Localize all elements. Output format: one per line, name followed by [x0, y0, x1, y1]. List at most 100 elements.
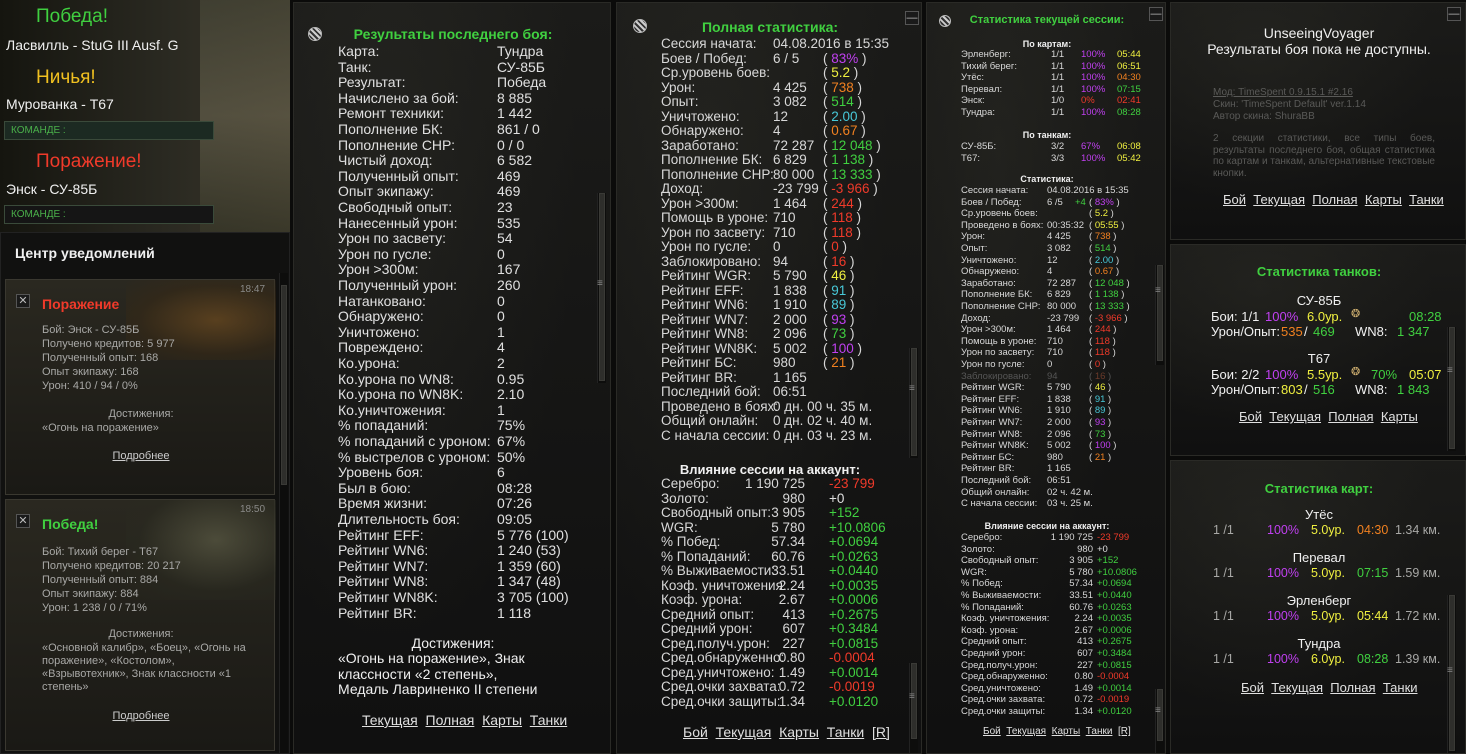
session-stat-per-battle-value: 5.2 [1094, 208, 1109, 220]
link-full[interactable]: Полная [425, 712, 475, 728]
link-tanks[interactable]: Танки [1409, 192, 1444, 207]
session-stat-label: Заблокировано: [961, 370, 1032, 382]
stat-value: СУ-85Б [497, 58, 545, 75]
full-stats-scrollbar-top[interactable]: ≡ [909, 348, 918, 458]
influence-value: 2.24 [778, 577, 805, 593]
scroll-thumb[interactable] [911, 348, 917, 456]
link-maps[interactable]: Карты [482, 712, 523, 728]
link-current[interactable]: Текущая [362, 712, 418, 728]
scroll-thumb[interactable] [1449, 595, 1455, 751]
notification-card-1[interactable]: ✕ 18:47 Поражение Бой: Энск - СУ-85Б Пол… [5, 279, 276, 495]
session-stat-label: Урон: [961, 231, 986, 243]
influence-value: 1.49 [778, 664, 805, 680]
session-stat-label: Рейтинг WN8: [961, 428, 1023, 440]
link-full[interactable]: Полная [1312, 192, 1358, 207]
link-maps[interactable]: Карты [1364, 192, 1402, 207]
notification-scrollbar[interactable] [279, 273, 288, 753]
session-stat-value: 12 [1047, 254, 1058, 266]
link-battle[interactable]: Бой [983, 726, 1001, 737]
link-current[interactable]: Текущая [1271, 680, 1324, 695]
info-mod-line-1-text[interactable]: Мод: TimeSpent 0.9.15.1 #2.16 [1213, 87, 1353, 98]
link-full[interactable]: Полная [1328, 409, 1374, 424]
link-reset[interactable]: [R] [1118, 726, 1131, 737]
session-stat-label: Боев / Побед: [961, 196, 1022, 208]
influence-row: Коэф. уничтожения: 2.24 +0.0035 [661, 578, 911, 593]
stat-value: 1 910 [773, 297, 807, 312]
window-minimize-icon[interactable]: — [1447, 7, 1461, 21]
mod-logo-icon[interactable] [939, 15, 951, 27]
last-battle-scrollbar[interactable]: ≡ [597, 193, 606, 383]
notification-scroll-thumb[interactable] [281, 285, 287, 485]
window-minimize-icon[interactable]: — [1149, 7, 1163, 21]
map-stats-scrollbar[interactable]: ≡ [1447, 595, 1456, 753]
session-stat-per-battle: ( 1 138 ) [1089, 289, 1125, 301]
link-tanks[interactable]: Танки [1085, 726, 1113, 737]
session-influence-delta: +0.0694 [1097, 578, 1132, 590]
tank-2-pct2: 70% [1371, 367, 1398, 382]
stat-label: Рейтинг BR: [338, 604, 417, 621]
session-influence-delta: +0.0120 [1097, 706, 1132, 717]
info-mod-line-3: Автор скина: ShuraBB [1213, 111, 1315, 122]
scroll-thumb[interactable] [1157, 265, 1163, 361]
map-stats-links: Бой Текущая Полная Танки [1241, 680, 1418, 695]
window-minimize-icon[interactable]: — [905, 11, 919, 25]
stat-row: Рейтинг БС: 980 ( 21 ) [661, 355, 911, 370]
link-reset[interactable]: [R] [871, 724, 890, 740]
full-stats-scrollbar-bottom[interactable]: ≡ [909, 663, 918, 753]
close-icon[interactable]: ✕ [16, 294, 30, 308]
link-current[interactable]: Текущая [715, 724, 772, 740]
mod-logo-icon[interactable] [308, 27, 322, 41]
tank-2-wn8-label: WN8: [1355, 382, 1388, 397]
link-tanks[interactable]: Танки [529, 712, 568, 728]
session-map-name: Эрленберг: [961, 49, 1011, 60]
stat-label: Урон >300м: [661, 195, 739, 211]
stat-value: 3 705 (100) [497, 589, 569, 605]
scroll-thumb[interactable] [1449, 327, 1455, 449]
mod-logo-icon[interactable] [633, 19, 647, 33]
stat-value: Победа [497, 74, 547, 91]
link-battle[interactable]: Бой [1239, 409, 1263, 424]
close-icon[interactable]: ✕ [16, 514, 30, 528]
link-battle[interactable]: Бой [683, 724, 708, 740]
last-battle-scroll-thumb[interactable] [599, 193, 605, 381]
last-battle-ach-text: «Огонь на поражение», Знак классности «2… [338, 650, 538, 697]
session-stat-label: Урон по гусле: [961, 359, 1025, 370]
link-current[interactable]: Текущая [1006, 726, 1047, 737]
link-tanks[interactable]: Танки [1382, 680, 1418, 695]
link-battle[interactable]: Бой [1241, 680, 1265, 695]
session-stat-row: Общий онлайн: 02 ч. 42 м. [961, 487, 1161, 499]
card-2-more-link[interactable]: Подробнее [112, 710, 170, 722]
link-current[interactable]: Текущая [1253, 192, 1306, 207]
link-current[interactable]: Текущая [1269, 409, 1322, 424]
stat-value: 2.10 [497, 386, 525, 403]
session-stat-per-battle: ( 514 ) [1089, 243, 1117, 254]
link-full[interactable]: Полная [1330, 680, 1376, 695]
session-stat-label: Рейтинг WN7: [961, 417, 1023, 428]
link-battle[interactable]: Бой [1223, 192, 1247, 207]
card-1-more-link[interactable]: Подробнее [112, 450, 170, 462]
link-maps[interactable]: Карты [1051, 726, 1081, 737]
link-maps[interactable]: Карты [779, 724, 819, 740]
session-stat-row: Урон по гусле: 0( 0 ) [961, 359, 1161, 371]
session-map-pct: 100% [1081, 49, 1106, 60]
info-description: 2 секции статистики, все типы боев, резу… [1213, 133, 1435, 179]
notification-card-2[interactable]: ✕ 18:50 Победа! Бой: Тихий берег - T67 П… [5, 499, 276, 751]
session-stat-per-battle-value: 100 [1094, 440, 1111, 452]
link-maps[interactable]: Карты [1380, 409, 1418, 424]
tank-stats-scrollbar[interactable]: ≡ [1447, 327, 1456, 451]
stat-label: Последний бой: [661, 384, 761, 399]
session-influence-label: % Попаданий: [961, 601, 1024, 613]
session-scrollbar-top[interactable]: ≡ [1155, 265, 1164, 365]
session-stat-label: Урон >300м: [961, 324, 1016, 336]
stat-row: Рейтинг WN6: 1 910 ( 89 ) [661, 297, 911, 312]
scroll-thumb[interactable] [1157, 689, 1163, 741]
map-name: Перевал [1292, 550, 1346, 565]
influence-delta: +0 [829, 490, 845, 506]
session-scrollbar-bottom[interactable]: ≡ [1155, 689, 1164, 753]
scroll-thumb[interactable] [911, 663, 917, 739]
session-tank-time: 05:42 [1117, 153, 1141, 164]
link-tanks[interactable]: Танки [826, 724, 865, 740]
session-stat-per-battle-value: -3 966 [1094, 312, 1122, 324]
session-stat-value: 980 [1047, 451, 1063, 463]
session-stat-row: Боев / Побед: 6 /5 +4( 83% ) [961, 197, 1161, 209]
